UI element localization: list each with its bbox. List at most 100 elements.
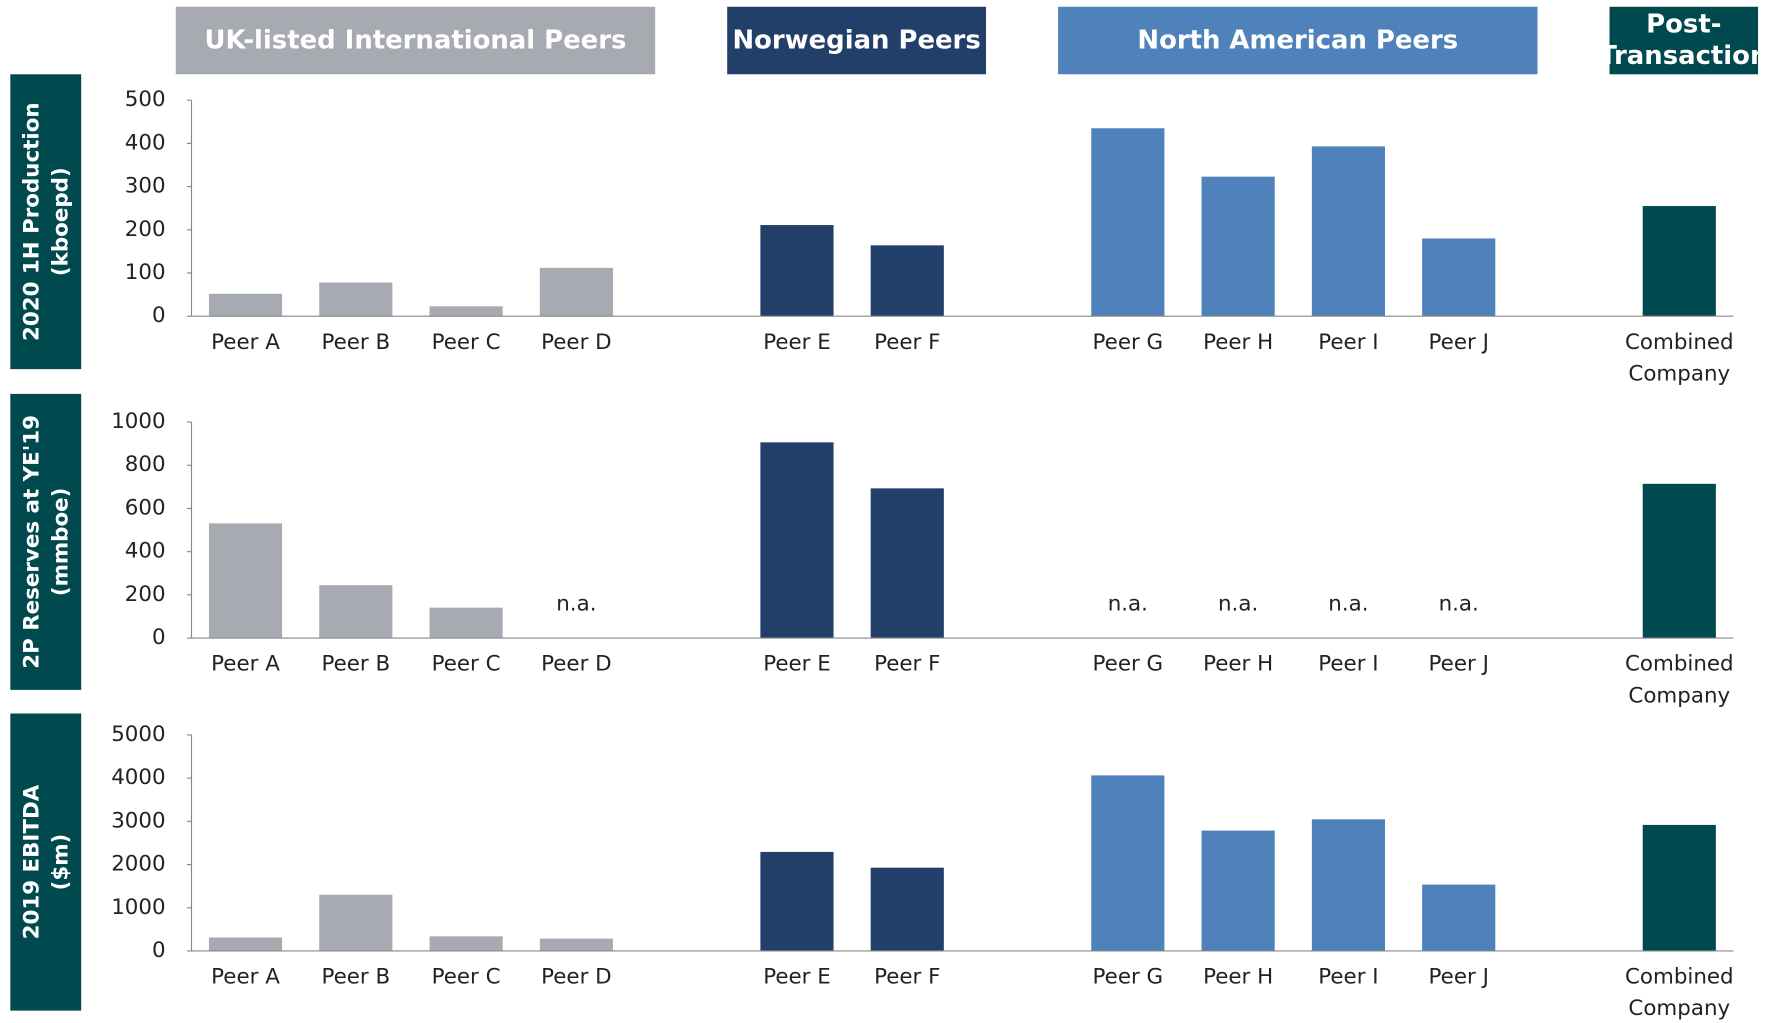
- x-tick: Peer B: [321, 964, 391, 990]
- x-tick-label: Peer B: [321, 329, 391, 355]
- x-tick-label: Peer F: [874, 329, 941, 355]
- x-tick-label: Peer J: [1428, 651, 1489, 677]
- bar: [1642, 824, 1716, 951]
- y-axis-title-line: 2P Reserves at YE'19: [19, 415, 44, 669]
- x-tick: Peer E: [763, 964, 831, 989]
- x-tick: Peer A: [211, 330, 280, 355]
- y-tick-label: 1000: [111, 409, 165, 434]
- x-tick: Peer B: [321, 651, 391, 677]
- y-tick-label: 4000: [111, 765, 165, 790]
- x-tick: Peer C: [431, 964, 501, 990]
- group-header-box: [1058, 6, 1538, 75]
- y-tick-label: 3000: [111, 808, 165, 833]
- bar: [760, 851, 834, 951]
- bar: [1311, 146, 1385, 317]
- x-tick-label: Peer D: [541, 329, 612, 355]
- x-tick-label: Peer I: [1318, 651, 1379, 677]
- x-tick: Peer E: [763, 330, 831, 355]
- y-axis-title: 2P Reserves at YE'19 (mmboe): [19, 415, 73, 669]
- x-tick: Peer F: [874, 964, 940, 989]
- bar: [539, 267, 613, 317]
- x-tick: Peer D: [541, 652, 611, 677]
- x-tick: Peer J: [1428, 329, 1489, 355]
- group-header-box: [1609, 6, 1759, 75]
- x-tick: Peer I: [1318, 330, 1378, 355]
- x-tick: Peer G: [1092, 964, 1164, 990]
- x-tick: Peer D: [541, 329, 612, 355]
- x-tick-label: Peer B: [321, 964, 391, 990]
- y-axis-title-line: (mmboe): [49, 488, 74, 597]
- y-tick-label: 400: [125, 539, 166, 564]
- bar: [539, 938, 613, 951]
- bar: [760, 442, 834, 639]
- x-tick: Peer E: [763, 652, 831, 677]
- x-tick: Peer A: [211, 964, 280, 990]
- bar: [429, 306, 503, 317]
- bar: [429, 936, 503, 951]
- x-tick-label: Peer F: [874, 651, 941, 677]
- x-tick: Peer J: [1428, 964, 1489, 990]
- x-tick: Peer G: [1092, 329, 1164, 355]
- value-label: n.a.: [556, 591, 596, 616]
- x-tick-label: Peer J: [1428, 964, 1489, 990]
- x-tick-label: Peer D: [541, 964, 612, 990]
- x-tick-label: Peer B: [321, 651, 391, 677]
- x-tick-label: Peer G: [1092, 964, 1164, 990]
- y-tick-label: 400: [125, 130, 166, 155]
- bar: [429, 607, 503, 639]
- bar: [319, 585, 393, 639]
- x-tick-label: Peer A: [211, 964, 280, 990]
- x-tick-label: Peer G: [1092, 329, 1164, 355]
- y-tick-label: 0: [152, 938, 166, 963]
- bar: [1422, 238, 1496, 317]
- bar: [208, 523, 283, 639]
- bar: [1642, 206, 1716, 317]
- x-tick: Combined Company: [1625, 964, 1734, 1020]
- group-header-box: [175, 6, 656, 75]
- x-tick: Peer B: [321, 329, 391, 355]
- value-label: n.a.: [1439, 591, 1479, 616]
- x-tick: Peer C: [431, 329, 501, 355]
- x-tick: Peer C: [431, 651, 501, 677]
- bar: [1642, 483, 1716, 639]
- bar: [1201, 176, 1275, 317]
- group-header: Post-Transaction: [1610, 10, 1759, 71]
- group-header-label: Norwegian Peers: [732, 25, 981, 56]
- bar: [208, 937, 283, 951]
- bar: [760, 225, 834, 317]
- y-tick-label: 300: [125, 174, 166, 199]
- x-tick-label: Peer J: [1428, 329, 1489, 355]
- x-tick-label: Combined Company: [1624, 651, 1734, 708]
- x-tick: Peer D: [541, 964, 612, 990]
- y-axis-title-line: (kboepd): [49, 167, 74, 276]
- y-tick-label: 5000: [111, 722, 165, 747]
- x-tick-label: Peer G: [1092, 651, 1164, 677]
- y-tick-label: 500: [125, 87, 166, 112]
- x-tick: Combined Company: [1624, 651, 1734, 708]
- x-tick-label: Peer H: [1203, 964, 1274, 990]
- group-header-box: [727, 6, 987, 75]
- y-axis-title-line: 2020 1H Production: [19, 102, 44, 341]
- x-tick-label: Peer C: [431, 964, 501, 990]
- group-header: Norwegian Peers: [732, 25, 981, 56]
- y-title-box: [10, 393, 82, 690]
- x-tick-label: Peer C: [431, 329, 501, 355]
- x-tick-label: Peer H: [1203, 329, 1274, 355]
- y-tick-label: 0: [152, 625, 166, 650]
- group-header: UK-listed International Peers: [204, 26, 626, 55]
- x-tick: Peer F: [874, 329, 941, 355]
- x-tick-label: Peer C: [431, 651, 501, 677]
- x-tick-label: Combined Company: [1624, 329, 1734, 387]
- x-tick: Peer G: [1092, 651, 1164, 677]
- x-tick: Combined Company: [1624, 329, 1734, 387]
- x-tick: Peer J: [1428, 651, 1489, 677]
- x-tick: Peer H: [1203, 652, 1273, 677]
- bar: [319, 894, 393, 951]
- bar: [1422, 884, 1496, 951]
- group-header: North American Peers: [1137, 26, 1458, 55]
- bar: [870, 867, 944, 951]
- y-axis-title: 2020 1H Production (kboepd): [19, 102, 73, 341]
- x-tick: Peer A: [211, 652, 280, 677]
- y-tick-label: 200: [125, 217, 166, 242]
